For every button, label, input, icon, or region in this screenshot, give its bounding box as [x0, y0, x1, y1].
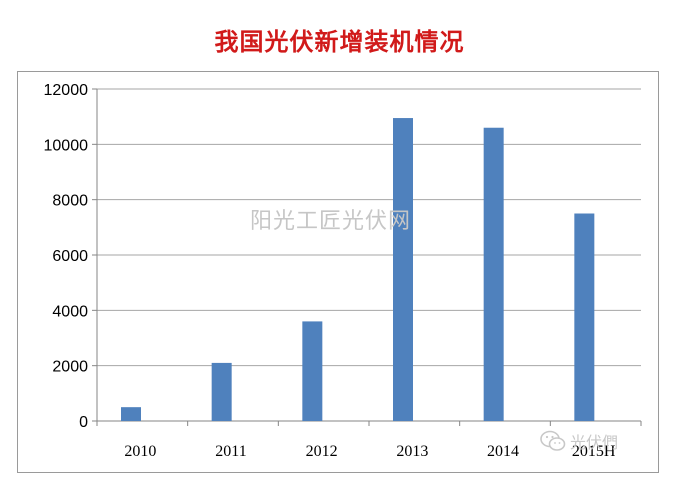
y-tick-labels: 0 2000 4000 6000 8000 10000 12000 — [44, 82, 89, 431]
bar-2011 — [211, 362, 232, 421]
x-tick-label: 2014 — [487, 443, 519, 460]
x-tick-labels: 2010 2011 2012 2013 2014 2015H — [124, 443, 616, 460]
bar-2013 — [393, 118, 413, 422]
bar-2015H — [574, 213, 595, 421]
bar-2010 — [121, 407, 141, 421]
y-tick-label: 6000 — [52, 248, 88, 265]
account-name: 光伏們 — [570, 433, 619, 452]
chart-title: 我国光伏新增装机情况 — [214, 27, 465, 56]
x-tick-label: 2011 — [215, 443, 246, 460]
x-tick-label: 2010 — [124, 443, 156, 460]
y-tick-label: 4000 — [52, 303, 88, 320]
x-tick-label: 2013 — [396, 443, 428, 460]
x-tick-label: 2015H — [572, 443, 616, 460]
x-tick-label: 2012 — [306, 443, 338, 460]
bar-2012 — [302, 321, 323, 421]
wechat-icon — [540, 430, 566, 451]
watermark-text: 阳光工匠光伏网 — [250, 209, 412, 234]
bars — [121, 118, 595, 422]
axes — [92, 88, 642, 426]
bar-2014 — [483, 127, 504, 421]
y-tick-label: 2000 — [52, 359, 88, 376]
y-tick-label: 12000 — [44, 82, 89, 99]
y-tick-label: 8000 — [52, 193, 88, 210]
account-mark: 光伏們 — [540, 429, 618, 453]
chart-frame — [17, 71, 659, 473]
y-tick-label: 10000 — [44, 137, 89, 154]
grid-lines — [97, 88, 641, 367]
y-tick-label: 0 — [79, 414, 88, 431]
